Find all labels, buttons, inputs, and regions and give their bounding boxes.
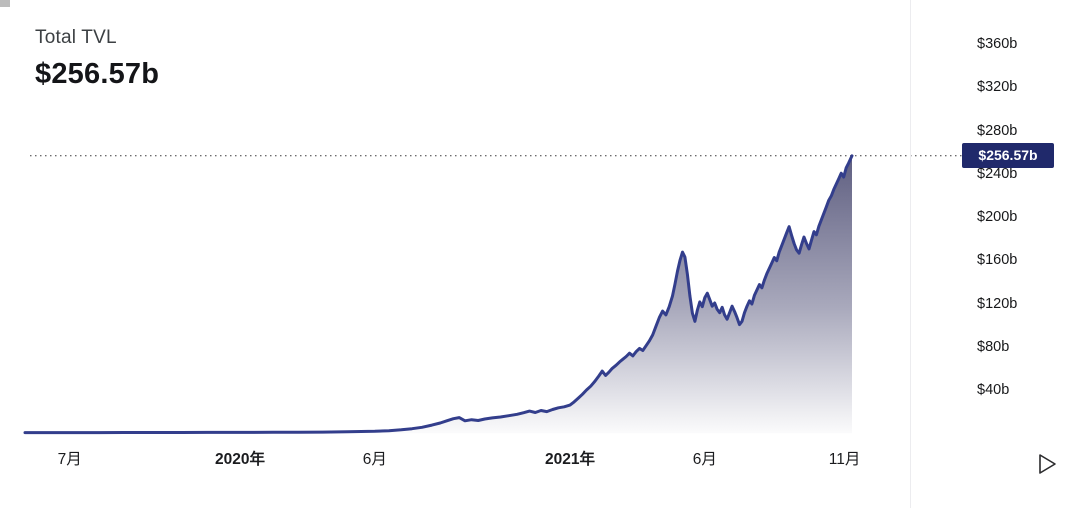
y-axis-label: $240b bbox=[977, 165, 1018, 182]
x-axis-label: 7月 bbox=[57, 451, 82, 468]
x-axis-label: 2020年 bbox=[215, 451, 266, 468]
axis-separator bbox=[910, 0, 911, 508]
current-value-badge: $256.57b bbox=[962, 143, 1054, 169]
chart-title: Total TVL bbox=[35, 27, 117, 48]
y-axis-label: $360b bbox=[977, 36, 1018, 52]
y-axis-label: $40b bbox=[977, 382, 1010, 398]
x-axis-label: 2021年 bbox=[544, 451, 595, 468]
y-axis-label: $160b bbox=[977, 252, 1018, 269]
y-axis-label: $120b bbox=[977, 295, 1018, 312]
play-button[interactable] bbox=[1031, 449, 1063, 481]
y-axis-label: $320b bbox=[977, 79, 1018, 96]
x-axis-label: 6月 bbox=[692, 451, 717, 468]
x-axis-label: 11月 bbox=[828, 451, 861, 468]
x-axis-label: 6月 bbox=[362, 451, 387, 468]
corner-artifact bbox=[0, 0, 10, 7]
y-axis-label: $80b bbox=[977, 338, 1010, 355]
play-icon bbox=[1039, 454, 1056, 474]
y-axis-label: $280b bbox=[977, 122, 1018, 139]
chart-line bbox=[23, 154, 854, 435]
chart-header: Total TVL $256.57b bbox=[35, 27, 159, 91]
chart-area-fill bbox=[25, 155, 852, 434]
chart-current-value: $256.57b bbox=[35, 58, 160, 90]
y-axis-label: $200b bbox=[977, 209, 1018, 225]
